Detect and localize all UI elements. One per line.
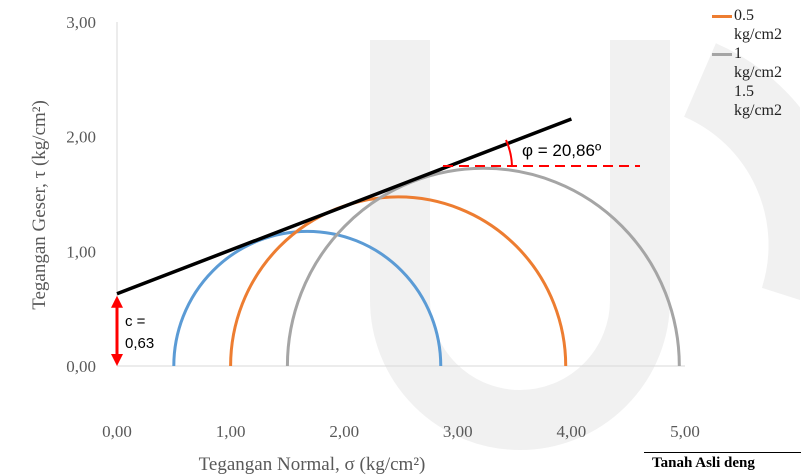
legend-label: 1 (734, 45, 742, 62)
cohesion-label: 0,63 (125, 335, 154, 352)
legend-label: kg/cm2 (734, 26, 782, 43)
phi-angle-arc (505, 139, 513, 167)
caption-rule (644, 452, 801, 453)
x-tick-label: 1,00 (216, 422, 246, 441)
y-tick-label: 2,00 (66, 128, 96, 147)
cohesion-label: c = (125, 313, 146, 330)
legend-swatch (712, 53, 732, 56)
mohr-circle (285, 166, 681, 367)
y-tick-label: 3,00 (66, 13, 96, 32)
failure-envelope-line (116, 117, 573, 296)
x-axis-label: Tegangan Normal, σ (kg/cm²) (199, 454, 426, 475)
legend-swatch (712, 15, 732, 18)
y-tick-label: 1,00 (66, 242, 96, 261)
legend-item: 0.5 kg/cm2 (712, 6, 782, 44)
figure-caption: Tanah Asli deng (652, 455, 755, 471)
legend-label: kg/cm2 (734, 102, 782, 119)
legend-label: 1.5 (734, 83, 754, 100)
x-tick-label: 2,00 (329, 422, 359, 441)
x-tick-label: 5,00 (670, 422, 700, 441)
x-tick-label: 3,00 (443, 422, 473, 441)
legend-item: 1.5 kg/cm2 (712, 82, 782, 120)
x-tick-label: 0,00 (102, 422, 132, 441)
phi-label: φ = 20,86º (522, 141, 601, 160)
y-tick-label: 0,00 (66, 357, 96, 376)
x-tick-label: 4,00 (557, 422, 587, 441)
legend: 0.5 kg/cm2 1 kg/cm2 1.5 kg/cm2 (712, 6, 782, 120)
legend-item: 1 kg/cm2 (712, 44, 782, 82)
mohr-circle (172, 229, 443, 367)
legend-label: kg/cm2 (734, 64, 782, 81)
legend-label: 0.5 (734, 7, 754, 24)
y-axis-label: Tegangan Geser, τ (kg/cm²) (29, 100, 50, 310)
mohr-circle (229, 195, 568, 367)
